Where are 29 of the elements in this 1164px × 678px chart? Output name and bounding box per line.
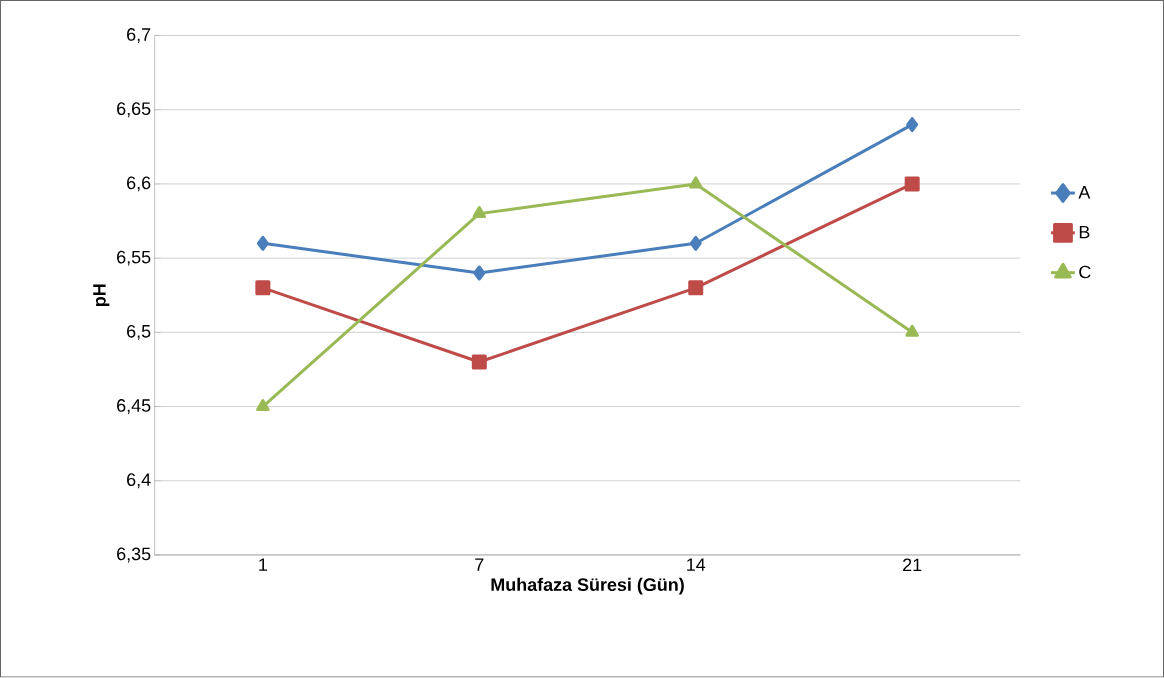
point	[473, 265, 486, 281]
point	[689, 176, 703, 189]
legend-label: B	[1079, 226, 1090, 239]
point	[905, 325, 919, 338]
y-axis-title: pH	[93, 284, 110, 307]
y-tick-label: 6,65	[117, 102, 151, 118]
point	[689, 236, 702, 252]
x-tick-label: 1	[259, 558, 267, 572]
x-tick-label: 21	[903, 558, 922, 572]
y-tick-label: 6,5	[127, 325, 151, 340]
point	[256, 399, 270, 412]
x-tick-label: 7	[475, 558, 484, 572]
point	[472, 206, 486, 219]
point	[471, 354, 487, 370]
y-tick-label: 6,6	[127, 176, 151, 192]
y-tick-label: 6,4	[127, 473, 151, 489]
y-tick-label: 6,35	[117, 547, 151, 563]
point	[906, 117, 919, 133]
x-tick-label: 14	[687, 558, 706, 572]
point	[256, 236, 269, 252]
point	[688, 280, 704, 296]
point	[904, 176, 920, 192]
legend-label: C	[1079, 265, 1091, 279]
y-tick-label: 6,7	[127, 28, 151, 44]
x-axis-title: Muhafaza Süresi (Gün)	[491, 578, 684, 595]
y-tick-label: 6,55	[117, 250, 151, 266]
legend-label: A	[1078, 186, 1091, 199]
y-tick-label: 6,45	[117, 399, 151, 415]
point	[255, 280, 271, 296]
